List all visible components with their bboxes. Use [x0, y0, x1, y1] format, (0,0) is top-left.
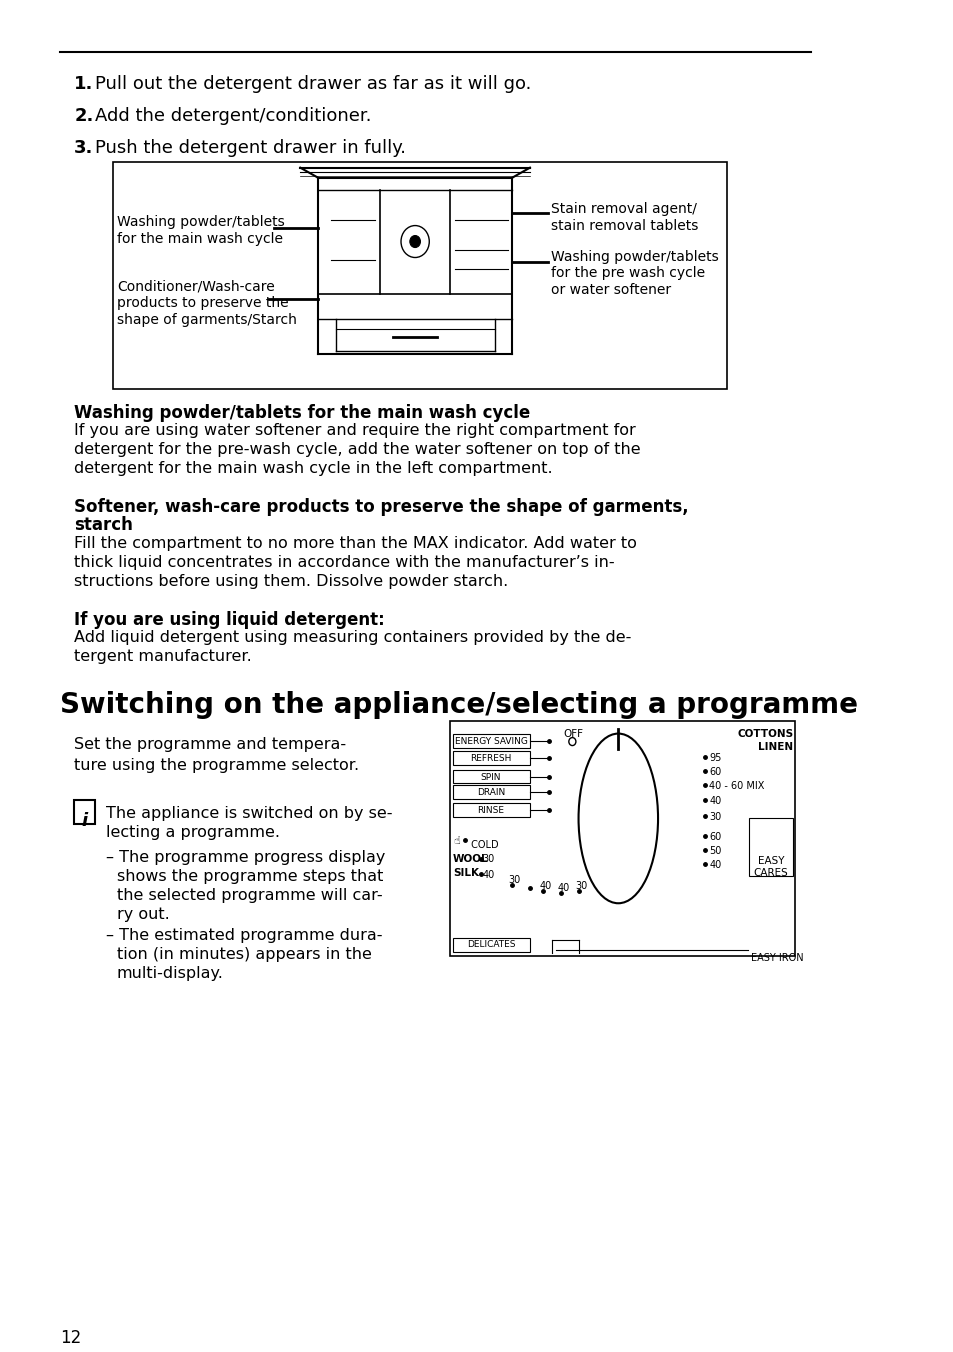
Text: EASY: EASY	[757, 856, 783, 867]
Bar	[453, 938, 530, 952]
Text: 60: 60	[708, 833, 720, 842]
Text: Fill the compartment to no more than the MAX indicator. Add water to: Fill the compartment to no more than the…	[74, 535, 637, 552]
Text: COLD: COLD	[468, 841, 498, 850]
Text: multi-display.: multi-display.	[116, 967, 223, 982]
Bar	[453, 803, 530, 818]
Text: 30: 30	[482, 854, 494, 864]
Bar	[453, 786, 530, 799]
Text: RINSE: RINSE	[477, 806, 504, 815]
Text: shows the programme steps that: shows the programme steps that	[116, 869, 382, 884]
Text: detergent for the main wash cycle in the left compartment.: detergent for the main wash cycle in the…	[74, 461, 552, 476]
Text: If you are using water softener and require the right compartment for: If you are using water softener and requ…	[74, 423, 636, 438]
Text: Softener, wash-care products to preserve the shape of garments,: Softener, wash-care products to preserve…	[74, 498, 688, 516]
Text: products to preserve the: products to preserve the	[117, 296, 289, 311]
Text: 40: 40	[708, 796, 720, 806]
Text: If you are using liquid detergent:: If you are using liquid detergent:	[74, 611, 385, 629]
Text: Push the detergent drawer in fully.: Push the detergent drawer in fully.	[95, 139, 406, 157]
Text: thick liquid concentrates in accordance with the manufacturer’s in-: thick liquid concentrates in accordance …	[74, 554, 614, 571]
Text: 40: 40	[708, 860, 720, 871]
Text: EASY IRON: EASY IRON	[750, 953, 802, 963]
Text: or water softener: or water softener	[551, 284, 671, 297]
Text: 30: 30	[708, 813, 720, 822]
Text: Washing powder/tablets for the main wash cycle: Washing powder/tablets for the main wash…	[74, 404, 530, 422]
Text: Washing powder/tablets: Washing powder/tablets	[551, 250, 719, 264]
Text: Set the programme and tempera-: Set the programme and tempera-	[74, 737, 346, 752]
Circle shape	[410, 235, 420, 247]
Text: COTTONS: COTTONS	[737, 729, 792, 738]
Text: OFF: OFF	[563, 729, 583, 738]
Text: Add the detergent/conditioner.: Add the detergent/conditioner.	[95, 107, 372, 124]
Text: SILK: SILK	[453, 868, 478, 879]
Text: structions before using them. Dissolve powder starch.: structions before using them. Dissolve p…	[74, 573, 508, 589]
Bar	[453, 734, 530, 748]
Text: 12: 12	[60, 1329, 81, 1348]
Text: Pull out the detergent drawer as far as it will go.: Pull out the detergent drawer as far as …	[95, 74, 531, 93]
Text: The appliance is switched on by se-: The appliance is switched on by se-	[106, 806, 392, 822]
Text: lecting a programme.: lecting a programme.	[106, 826, 279, 841]
Text: Stain removal agent/: Stain removal agent/	[551, 201, 697, 215]
Text: 95: 95	[708, 753, 720, 763]
Text: stain removal tablets: stain removal tablets	[551, 219, 698, 233]
Text: ☝: ☝	[453, 837, 459, 846]
Text: SPIN: SPIN	[480, 772, 501, 781]
Text: 30: 30	[508, 875, 520, 886]
Text: ENERGY SAVING: ENERGY SAVING	[455, 737, 527, 745]
Text: tion (in minutes) appears in the: tion (in minutes) appears in the	[116, 948, 371, 963]
Text: – The programme progress display: – The programme progress display	[106, 850, 385, 865]
Text: Add liquid detergent using measuring containers provided by the de-: Add liquid detergent using measuring con…	[74, 630, 631, 645]
Text: tergent manufacturer.: tergent manufacturer.	[74, 649, 252, 664]
Text: WOOL: WOOL	[453, 854, 488, 864]
Text: Washing powder/tablets: Washing powder/tablets	[117, 215, 285, 228]
Text: Switching on the appliance/selecting a programme: Switching on the appliance/selecting a p…	[60, 691, 857, 719]
Text: – The estimated programme dura-: – The estimated programme dura-	[106, 929, 382, 944]
Text: 50: 50	[708, 846, 720, 856]
Text: i: i	[82, 813, 88, 830]
Bar	[74, 800, 95, 825]
Text: LINEN: LINEN	[758, 741, 792, 752]
Text: shape of garments/Starch: shape of garments/Starch	[117, 314, 297, 327]
Text: 40: 40	[539, 882, 552, 891]
Text: for the pre wash cycle: for the pre wash cycle	[551, 266, 704, 280]
Text: 60: 60	[708, 767, 720, 776]
Text: 1.: 1.	[74, 74, 93, 93]
Text: DRAIN: DRAIN	[476, 788, 505, 798]
Text: 40: 40	[482, 871, 494, 880]
Bar	[453, 750, 530, 764]
Text: detergent for the pre-wash cycle, add the water softener on top of the: detergent for the pre-wash cycle, add th…	[74, 442, 640, 457]
Text: 40 - 60 MIX: 40 - 60 MIX	[708, 781, 764, 791]
Text: REFRESH: REFRESH	[470, 753, 511, 763]
Text: ture using the programme selector.: ture using the programme selector.	[74, 757, 359, 772]
Text: 3.: 3.	[74, 139, 93, 157]
Text: CARES: CARES	[753, 868, 787, 879]
Bar	[453, 769, 530, 784]
Text: Conditioner/Wash-care: Conditioner/Wash-care	[117, 280, 274, 293]
Text: 30: 30	[575, 882, 587, 891]
Text: 2.: 2.	[74, 107, 93, 124]
Text: starch: starch	[74, 516, 132, 534]
Text: DELICATES: DELICATES	[466, 940, 515, 949]
Bar	[748, 818, 792, 876]
Text: for the main wash cycle: for the main wash cycle	[117, 231, 283, 246]
Bar	[113, 162, 726, 389]
Text: the selected programme will car-: the selected programme will car-	[116, 888, 382, 903]
Text: 40: 40	[557, 883, 569, 894]
Bar	[450, 721, 794, 956]
Text: ry out.: ry out.	[116, 907, 170, 922]
